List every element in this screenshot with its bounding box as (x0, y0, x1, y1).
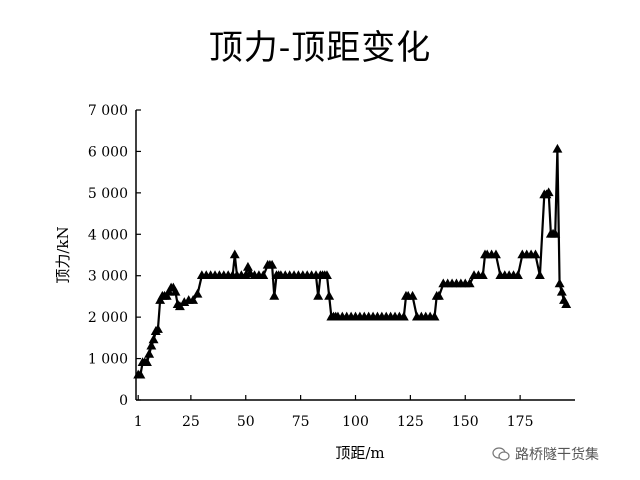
series-markers (133, 143, 572, 379)
series-line (138, 149, 568, 377)
data-point-marker (324, 290, 335, 300)
axes (135, 110, 575, 401)
y-tick-label: 1 000 (88, 352, 128, 368)
x-tick-label: 150 (452, 414, 479, 430)
data-point-marker (407, 290, 418, 300)
data-point-marker (322, 270, 332, 280)
data-point-marker (429, 311, 440, 321)
data-point-marker (433, 290, 444, 300)
data-point-marker (398, 311, 409, 321)
data-point-marker (258, 270, 269, 280)
x-tick-label: 125 (397, 414, 424, 430)
data-point-marker (550, 228, 561, 238)
data-point-marker (464, 278, 475, 288)
data-point-marker (561, 299, 572, 309)
watermark: 路桥隧干货集 (492, 444, 632, 464)
x-tick-label: 50 (237, 414, 255, 430)
x-tick-label: 175 (507, 414, 534, 430)
data-point-marker (313, 290, 324, 300)
x-tick-label: 1 (134, 414, 143, 430)
data-point-marker (512, 270, 523, 280)
x-tick-label: 75 (292, 414, 310, 430)
wechat-icon (492, 447, 510, 461)
data-point-marker (556, 286, 567, 296)
data-point-marker (192, 288, 203, 298)
data-point-marker (267, 259, 278, 269)
data-point-marker (552, 143, 563, 153)
data-point-marker (142, 357, 152, 367)
x-axis-label: 顶距/m (335, 444, 384, 462)
y-tick-label: 3 000 (88, 269, 128, 285)
data-point-marker (148, 334, 159, 344)
data-point-marker (554, 278, 565, 288)
y-tick-label: 6 000 (88, 144, 128, 160)
y-axis-label: 顶力/kN (54, 226, 72, 283)
data-point-marker (477, 270, 488, 280)
y-tick-label: 5 000 (88, 186, 128, 202)
data-point-marker (135, 369, 146, 379)
data-point-marker (530, 249, 541, 259)
data-point-marker (229, 249, 240, 259)
data-point-marker (491, 249, 501, 259)
data-point-marker (153, 324, 163, 333)
x-tick-label: 25 (182, 414, 200, 430)
y-ticks: 0 1 000 2 000 3 000 4 000 5 000 6 000 7 000 (88, 103, 141, 409)
y-tick-label: 4 000 (88, 227, 128, 243)
y-tick-label: 7 000 (88, 103, 128, 119)
data-point-marker (242, 261, 253, 271)
x-ticks: 1 25 50 75 100 125 150 175 (134, 395, 534, 430)
data-point-marker (534, 270, 545, 280)
data-point-marker (144, 348, 155, 358)
y-tick-label: 2 000 (88, 310, 128, 326)
data-point-marker (269, 290, 280, 300)
data-point-marker (188, 295, 199, 304)
data-point-marker (170, 286, 181, 296)
y-tick-label: 0 (119, 393, 128, 409)
chart-title: 顶力-顶距变化 (208, 28, 432, 68)
data-point-marker (543, 187, 554, 197)
data-point-marker (146, 340, 157, 350)
watermark-text: 路桥隧干货集 (515, 447, 599, 463)
x-tick-label: 100 (342, 414, 369, 430)
